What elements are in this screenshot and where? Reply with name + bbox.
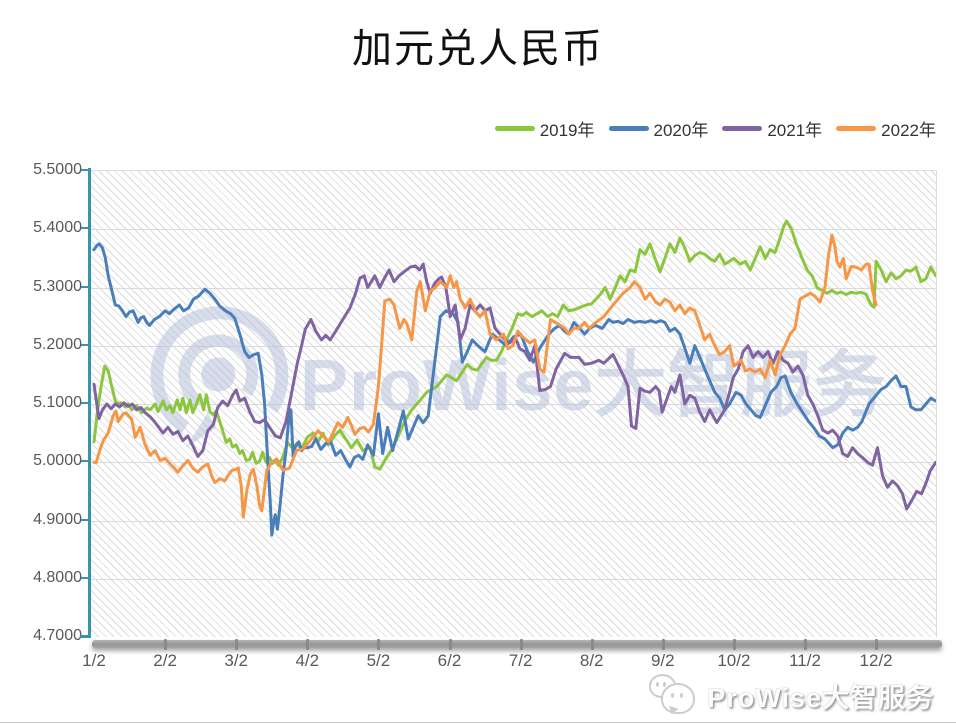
legend-label: 2019年: [539, 121, 595, 140]
gridline: [90, 462, 936, 464]
y-axis-tick-label: 5.3000: [33, 277, 82, 295]
y-axis: [88, 168, 91, 638]
x-axis-tick-label: 3/2: [224, 651, 249, 670]
legend-swatch-icon: [722, 126, 763, 131]
y-axis-tick-label: 4.8000: [33, 568, 82, 586]
gridline: [90, 520, 936, 522]
legend-label: 2020年: [653, 121, 709, 140]
y-axis-tick: [81, 402, 89, 404]
x-axis-tick: [590, 639, 594, 650]
y-axis-tick-label: 4.9000: [33, 510, 82, 528]
x-axis-tick-label: 12/2: [859, 651, 893, 670]
x-axis-tick: [875, 639, 879, 650]
footer-brand-text: ProWise大智服务: [707, 682, 934, 713]
gridline: [90, 578, 936, 580]
x-axis-tick-label: 6/2: [437, 651, 462, 670]
y-axis-tick-label: 4.7000: [33, 627, 82, 644]
y-axis-tick: [81, 343, 89, 346]
series-lines: [92, 219, 936, 537]
gridline: [90, 404, 936, 405]
x-axis-tick-label: 4/2: [295, 651, 320, 670]
legend-item-2022年: 2022年: [836, 116, 936, 141]
y-axis-tick-label: 5.4000: [33, 219, 82, 237]
x-axis-tick: [164, 639, 168, 650]
chat-bubbles-icon: [647, 674, 699, 716]
legend-label: 2021年: [767, 121, 823, 140]
x-axis-tick: [732, 639, 736, 650]
y-axis-tick: [81, 635, 89, 637]
x-axis-tick: [306, 639, 310, 650]
x-axis: [92, 640, 942, 648]
x-axis-tick-label: 1/2: [82, 651, 106, 670]
x-axis-tick: [235, 639, 239, 650]
y-axis-tick: [81, 460, 89, 463]
y-axis-tick: [81, 518, 89, 521]
legend: 2019年 2020年 2021年 2022年: [494, 116, 936, 141]
bottom-edge-line: [0, 722, 956, 723]
y-axis-tick: [81, 227, 89, 230]
series-line-2022年: [92, 233, 878, 519]
series-line-2021年: [92, 262, 936, 511]
chart-title: 加元兑人民币: [352, 26, 604, 72]
series-line-2019年: [92, 219, 936, 471]
x-axis-tick-label: 8/2: [579, 651, 604, 670]
legend-item-2021年: 2021年: [722, 116, 822, 141]
x-axis-tick-label: 9/2: [650, 651, 675, 670]
y-axis-tick-label: 5.0000: [33, 452, 82, 470]
legend-label: 2022年: [881, 121, 936, 140]
x-axis-tick: [448, 639, 452, 650]
plot-area: ProWise大智服务: [90, 170, 937, 637]
y-axis-tick-label: 5.1000: [33, 394, 82, 411]
x-axis-tick-label: 7/2: [508, 651, 533, 670]
legend-item-2019年: 2019年: [494, 116, 595, 141]
gridline: [90, 287, 936, 289]
legend-swatch-icon: [494, 126, 535, 131]
x-axis-tick: [519, 639, 523, 650]
x-axis-tick: [377, 639, 381, 650]
x-axis-tick-label: 5/2: [366, 651, 391, 670]
y-axis-tick-label: 5.5000: [33, 161, 82, 178]
gridline: [90, 229, 936, 231]
x-axis-tick: [804, 639, 807, 650]
x-axis-tick-label: 10/2: [717, 651, 751, 670]
y-axis-tick-label: 5.2000: [33, 335, 82, 353]
x-axis-tick-label: 2/2: [153, 651, 177, 670]
legend-swatch-icon: [836, 126, 877, 131]
series-line-2020年: [92, 242, 936, 537]
legend-swatch-icon: [608, 126, 649, 131]
y-axis-tick: [81, 576, 89, 579]
footer-brand: ProWise大智服务: [647, 674, 934, 716]
x-axis-tick: [661, 639, 665, 650]
legend-item-2020年: 2020年: [608, 116, 709, 141]
x-axis-tick-label: 11/2: [789, 651, 821, 670]
y-axis-tick: [81, 285, 89, 288]
y-axis-tick: [81, 169, 89, 171]
